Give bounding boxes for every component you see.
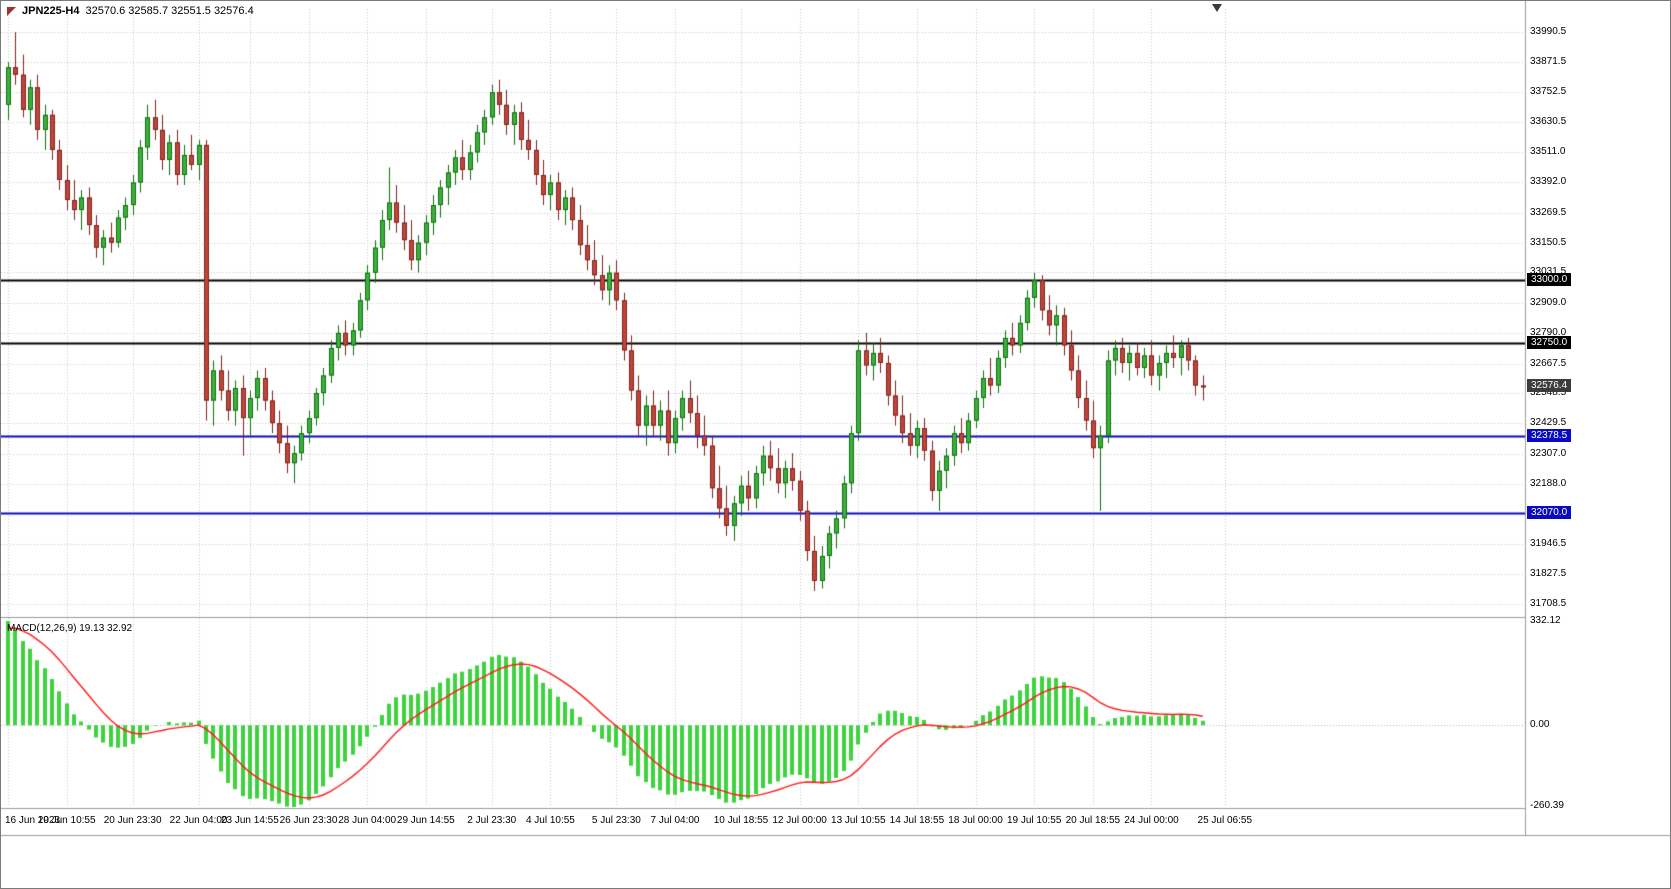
time-axis-label: 5 Jul 23:30 [591,815,641,826]
price-tick: 33392.0 [1530,176,1567,187]
price-tick: 33990.5 [1530,26,1567,37]
symbol-triangle-icon [7,6,16,16]
price-tick: 33871.5 [1530,55,1567,67]
time-axis-label: 12 Jul 00:00 [772,815,827,826]
time-axis-label: 2 Jul 23:30 [467,815,517,826]
price-tick: 32307.0 [1530,447,1567,459]
time-axis-label: 10 Jul 18:55 [713,815,769,826]
time-axis-label: 20 Jul 18:55 [1065,815,1121,826]
price-tick: 32667.5 [1530,357,1567,369]
price-tick: 33630.5 [1530,116,1567,128]
time-axis-label: 19 Jul 10:55 [1006,815,1062,826]
price-tick: 33031.5 [1530,266,1567,278]
price-tick: 32909.0 [1530,297,1567,309]
price-line-badge[interactable]: 32070.0 [1527,506,1572,520]
time-axis[interactable]: 16 Jun 2023 19 Jun 10:55 20 Jun 23:30 22 Ju… [1,811,1525,835]
macd-axis-tick: -260.39 [1530,800,1564,811]
price-tick: 33752.5 [1530,85,1567,97]
time-axis-label: 19 Jun 10:55 [37,815,96,826]
price-axis[interactable]: 33990.5 33871.5 33752.5 33630.5 33511.0 33392… [1527,1,1670,835]
price-tick: 33150.5 [1530,236,1567,248]
macd-axis-tick: 0.00 [1530,719,1550,731]
time-axis-label: 7 Jul 04:00 [650,815,700,826]
time-axis-label: 4 Jul 10:55 [525,815,575,826]
time-axis-label: 22 Jun 04:00 [169,815,228,826]
symbol-name: JPN225-H4 [22,5,80,17]
time-axis-label: 20 Jun 23:30 [103,815,162,826]
time-axis-label: 28 Jun 04:00 [338,815,397,826]
price-tick: 31946.5 [1530,538,1567,550]
macd-axis-tick: 332.12 [1530,615,1561,626]
time-axis-label: 24 Jul 00:00 [1124,815,1179,826]
price-tick: 32429.5 [1530,417,1567,429]
price-line-badge[interactable]: 32378.5 [1527,429,1572,442]
time-axis-label: 16 Jun 2023 [5,815,61,826]
current-price-badge[interactable]: 32576.4 [1527,379,1572,393]
time-axis-label: 26 Jun 23:30 [279,815,338,826]
time-axis-label: 14 Jul 18:55 [889,815,945,826]
price-tick: 32548.5 [1530,387,1567,399]
price-tick: 31708.5 [1530,597,1567,609]
price-tick: 33269.5 [1530,206,1567,218]
time-axis-label: 23 Jun 14:55 [220,815,279,826]
time-axis-label: 13 Jul 10:55 [831,815,886,826]
time-axis-label: 25 Jul 06:55 [1197,815,1253,826]
price-line-badge[interactable]: 33000.0 [1527,273,1572,287]
symbol-ohlc-label: JPN225-H4 32570.6 32585.7 32551.5 32576.… [7,5,254,17]
chart-shift-marker-icon[interactable] [1212,4,1222,12]
price-tick: 33511.0 [1530,146,1566,158]
symbol-ohlc-values: 32570.6 32585.7 32551.5 32576.4 [85,5,254,17]
price-tick: 32790.0 [1530,326,1567,338]
macd-indicator-label: MACD(12,26,9) 19.13 32.92 [7,623,133,634]
price-line-badge[interactable]: 32750.0 [1527,335,1572,349]
time-axis-label: 18 Jul 00:00 [948,815,1003,826]
price-tick: 32188.0 [1530,477,1567,489]
time-axis-label: 29 Jun 14:55 [396,815,455,826]
price-tick: 31827.5 [1530,568,1567,580]
